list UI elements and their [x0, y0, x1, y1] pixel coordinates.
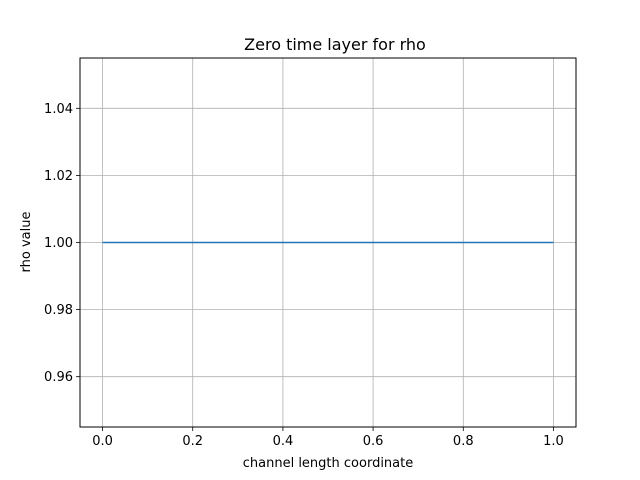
y-axis-label: rho value	[19, 212, 34, 273]
y-tick-label: 1.04	[44, 102, 73, 117]
x-tick-label: 0.8	[453, 434, 474, 449]
chart-title: Zero time layer for rho	[244, 35, 426, 54]
x-tick-label: 0.0	[92, 434, 113, 449]
x-tick-label: 0.6	[363, 434, 384, 449]
x-axis-ticks: 0.0 0.2 0.4 0.6 0.8 1.0	[92, 427, 564, 449]
x-tick-label: 0.2	[182, 434, 203, 449]
y-tick-label: 1.02	[44, 169, 73, 184]
y-tick-label: 1.00	[44, 236, 73, 251]
y-tick-label: 0.96	[44, 370, 73, 385]
y-axis-ticks: 0.96 0.98 1.00 1.02 1.04	[44, 102, 80, 385]
x-axis-label: channel length coordinate	[243, 456, 413, 471]
x-tick-label: 0.4	[273, 434, 294, 449]
y-tick-label: 0.98	[44, 303, 73, 318]
x-tick-label: 1.0	[543, 434, 564, 449]
